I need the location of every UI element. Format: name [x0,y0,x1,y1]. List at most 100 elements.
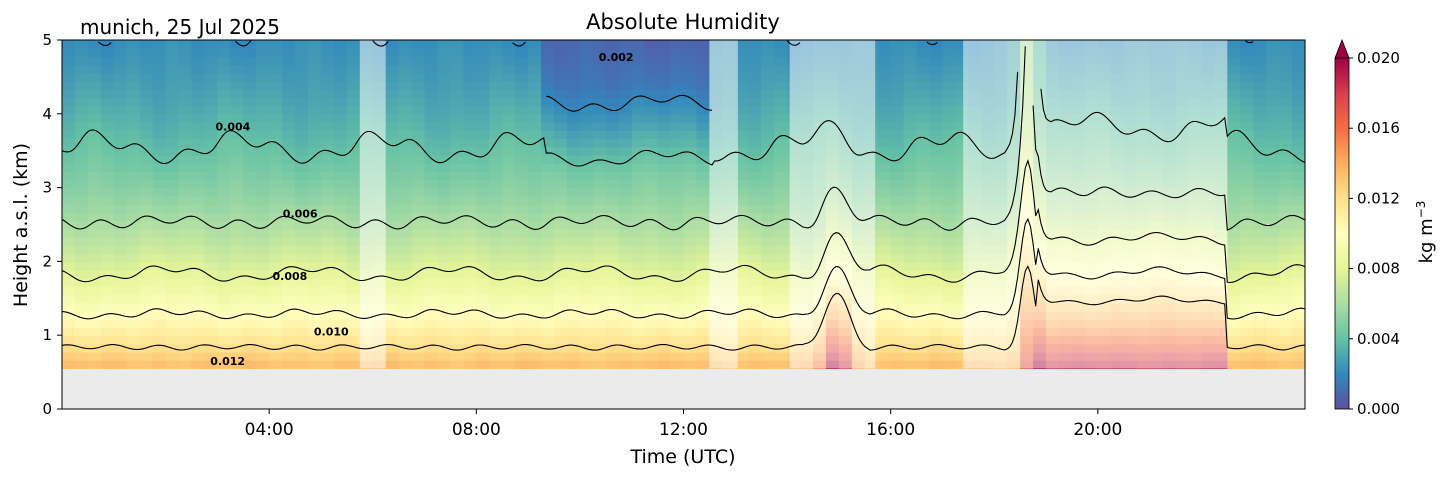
field-cell [1266,122,1280,131]
field-cell [139,40,154,49]
field-cell [566,40,581,49]
field-cell [126,195,141,205]
field-cell [165,89,180,99]
field-cell [113,56,128,66]
field-cell [774,261,788,271]
field-cell [631,327,646,337]
field-cell [916,171,931,181]
field-cell [139,269,154,279]
field-cell [1240,163,1254,172]
field-cell [476,105,490,115]
field-cell [890,351,905,361]
field-cell [256,212,270,222]
field-cell [113,113,128,123]
field-cell [955,335,969,345]
field-cell [191,310,206,320]
field-cell [903,351,918,361]
field-cell [411,56,426,66]
field-cell [139,253,154,263]
field-cell [100,105,115,115]
field-cell [1253,195,1267,205]
field-cell [670,319,685,328]
field-cell [592,64,607,74]
y-tick-label: 5 [42,31,52,49]
field-cell [1266,146,1280,156]
field-cell [450,360,464,370]
field-cell [346,294,361,304]
field-cell [916,335,931,345]
field-cell [191,343,206,353]
field-cell [320,278,335,287]
field-cell [670,81,685,90]
colorbar-tick-label: 0.016 [1357,119,1400,137]
field-cell [411,64,426,74]
field-cell [320,286,335,296]
field-cell [644,154,659,164]
field-cell [670,72,685,82]
field-cell [877,327,892,337]
field-cell [774,302,788,312]
field-cell [592,278,607,287]
field-cell [696,351,710,361]
field-cell [541,360,555,370]
field-cell [113,89,128,99]
field-cell [437,294,452,304]
field-cell [463,278,477,287]
field-cell [385,171,400,181]
field-cell [761,179,775,189]
field-cell [683,48,698,58]
field-cell [398,302,413,312]
field-cell [683,237,698,246]
field-cell [515,310,529,320]
field-cell [528,237,542,246]
field-cell [541,220,555,230]
field-cell [644,360,659,370]
field-cell [398,253,413,263]
field-cell [942,72,957,82]
field-cell [295,40,309,49]
field-cell [346,146,361,156]
field-cell [605,253,620,263]
field-cell [929,81,944,90]
field-cell [308,154,322,164]
field-cell [269,245,283,255]
field-cell [295,179,309,189]
field-cell [890,294,905,304]
field-cell [890,278,905,287]
field-cell [269,171,283,181]
field-cell [113,187,128,197]
field-cell [916,163,931,172]
field-cell [631,351,646,361]
field-cell [74,138,89,148]
field-cell [1266,113,1280,123]
field-cell [903,105,918,115]
field-cell [191,163,206,172]
field-cell [113,130,128,140]
field-cell [74,351,89,361]
field-cell [877,179,892,189]
field-cell [554,146,568,156]
field-cell [696,171,710,181]
field-cell [502,261,516,271]
field-cell [126,278,141,287]
field-cell [916,269,931,279]
field-cell [191,327,206,337]
field-cell [295,195,309,205]
field-cell [592,351,607,361]
field-cell [554,310,568,320]
field-cell [424,179,439,189]
field-cell [955,212,969,222]
field-cell [424,130,439,140]
field-cell [62,56,76,66]
field-cell [618,360,633,370]
field-cell [346,97,361,107]
field-cell [74,212,89,222]
field-cell [256,138,270,148]
field-cell [748,327,762,337]
field-cell [1292,138,1305,148]
field-cell [774,48,788,58]
field-cell [113,105,128,115]
field-cell [476,360,490,370]
field-cell [424,204,439,214]
field-cell [126,261,141,271]
